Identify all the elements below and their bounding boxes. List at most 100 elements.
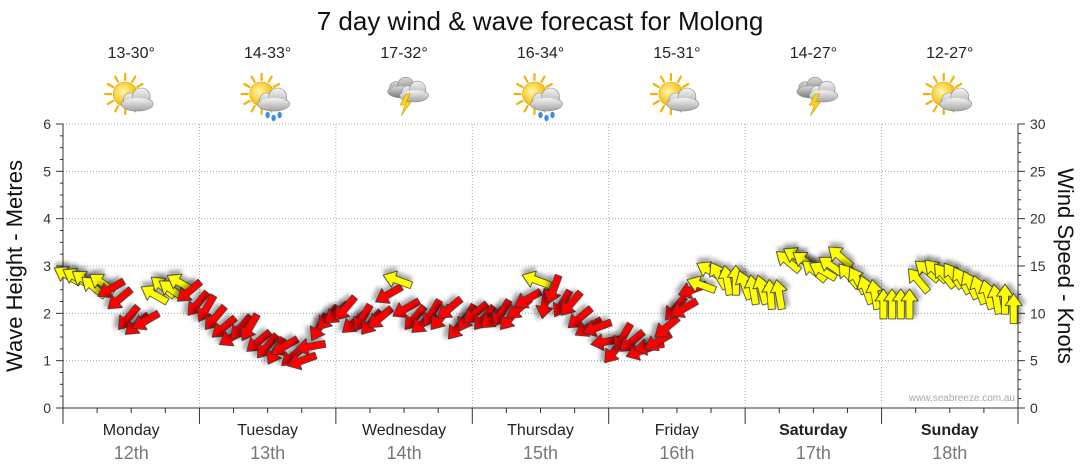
- daily-temperatures: 13-30° 14-33° 17-32° 16-34° 15-31° 14-27° 12-2…: [108, 45, 974, 62]
- lightning-bolt: [399, 93, 412, 117]
- right-tick-label: 15: [1030, 258, 1046, 274]
- day-temperature: 17-32°: [380, 45, 427, 62]
- showers-icon: [240, 72, 290, 122]
- wind-arrow: [437, 295, 464, 319]
- weather-icons: [104, 72, 973, 122]
- left-axis-title: Wave Height - Metres: [2, 160, 27, 372]
- wind-arrow: [996, 283, 1014, 315]
- wind-arrow: [270, 335, 300, 356]
- left-tick-label: 2: [43, 305, 51, 321]
- cloud-shape: [666, 87, 700, 112]
- axes: [56, 123, 1025, 424]
- rain-drop: [265, 111, 270, 119]
- wind-arrow: [521, 270, 552, 290]
- day-date: 17th: [796, 443, 831, 463]
- cloud-shape: [939, 87, 973, 112]
- day-date: 13th: [250, 443, 285, 463]
- left-tick-label: 1: [43, 353, 51, 369]
- day-temperature: 13-30°: [108, 45, 155, 62]
- wind-arrow: [686, 275, 717, 294]
- cloud-shape: [530, 87, 563, 112]
- rain-drop: [271, 114, 276, 122]
- thunderstorm-icon: [796, 76, 839, 117]
- wind-arrow: [335, 294, 358, 321]
- wind-arrow: [140, 285, 170, 306]
- wind-arrow: [367, 305, 395, 329]
- right-tick-label: 25: [1030, 163, 1046, 179]
- day-temperature: 14-27°: [790, 45, 837, 62]
- wind-arrow: [375, 283, 404, 304]
- wind-arrow: [107, 286, 134, 310]
- chart-title: 7 day wind & wave forecast for Molong: [317, 6, 764, 36]
- wind-arrow: [211, 314, 238, 338]
- left-tick-label: 3: [43, 258, 51, 274]
- wind-arrows: [53, 246, 1023, 371]
- wind-arrow: [382, 270, 413, 290]
- right-tick-label: 10: [1030, 305, 1046, 321]
- cloud-shape: [257, 87, 290, 112]
- thunderstorm-icon: [387, 76, 429, 117]
- left-tick-label: 4: [43, 211, 51, 227]
- day-temperature: 12-27°: [926, 45, 973, 62]
- day-name: Friday: [655, 422, 699, 439]
- right-tick-label: 0: [1030, 400, 1038, 416]
- wind-arrow: [670, 297, 699, 318]
- day-temperature: 14-33°: [244, 45, 291, 62]
- day-name: Thursday: [507, 422, 574, 439]
- day-name: Saturday: [779, 422, 848, 439]
- day-name: Monday: [103, 422, 160, 439]
- wind-arrow: [900, 288, 919, 320]
- left-axis-ticks: 0 1 2 3 4 5 6: [43, 116, 51, 416]
- day-labels: Monday 12th Tuesday 13th Wednesday 14th Thursd…: [103, 422, 979, 463]
- wind-arrow: [567, 305, 594, 329]
- rain-drop: [538, 111, 543, 119]
- lightning-bolt: [808, 93, 821, 117]
- wind-arrow: [295, 338, 327, 356]
- wind-arrow: [514, 288, 543, 309]
- partly-cloudy-icon: [649, 72, 700, 116]
- wind-arrow: [560, 289, 584, 316]
- rain-drop: [544, 114, 549, 122]
- grid: [63, 123, 1018, 408]
- right-tick-label: 30: [1030, 116, 1046, 132]
- cloud-shape: [120, 87, 154, 112]
- right-tick-label: 5: [1030, 353, 1038, 369]
- right-axis-title: Wind Speed - Knots: [1053, 168, 1078, 364]
- rain-drop: [277, 111, 282, 119]
- right-tick-label: 20: [1030, 211, 1046, 227]
- wind-arrow: [287, 351, 318, 371]
- right-axis-ticks: 0 5 10 15 20 25 30: [1030, 116, 1046, 416]
- day-name: Sunday: [921, 422, 979, 439]
- wind-arrow: [590, 333, 622, 352]
- day-temperature: 16-34°: [517, 45, 564, 62]
- partly-cloudy-icon: [104, 72, 154, 116]
- day-date: 18th: [932, 443, 967, 463]
- showers-icon: [513, 72, 563, 122]
- wind-arrow: [809, 261, 838, 282]
- wind-arrow: [1004, 293, 1023, 325]
- day-name: Wednesday: [362, 422, 446, 439]
- day-date: 12th: [114, 443, 149, 463]
- wind-arrow: [132, 309, 161, 331]
- wind-arrow: [776, 251, 803, 274]
- day-date: 15th: [523, 443, 558, 463]
- wind-arrow: [619, 329, 646, 352]
- wind-arrow: [908, 268, 931, 295]
- wind-arrow: [176, 278, 204, 302]
- wind-arrow: [828, 246, 855, 270]
- left-tick-label: 6: [43, 116, 51, 132]
- wind-arrow: [196, 293, 218, 322]
- wind-arrow: [240, 312, 261, 341]
- wind-arrow: [544, 273, 563, 305]
- left-tick-label: 5: [43, 163, 51, 179]
- wind-arrow: [97, 277, 126, 298]
- partly-cloudy-icon: [922, 72, 973, 116]
- day-date: 14th: [387, 443, 422, 463]
- wind-arrow: [769, 279, 788, 311]
- rain-drop: [550, 111, 555, 119]
- credit-watermark: www.seabreeze.com.au: [908, 393, 1015, 404]
- day-temperature: 15-31°: [653, 45, 700, 62]
- wind-arrow: [582, 318, 613, 337]
- left-tick-label: 0: [43, 400, 51, 416]
